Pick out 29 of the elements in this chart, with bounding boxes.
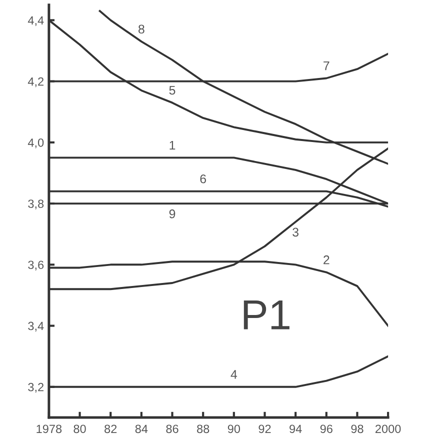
annotation: P1 xyxy=(244,300,290,330)
y-tick-label: 4,4 xyxy=(28,16,44,26)
x-tick-label: 2000 xyxy=(376,424,401,434)
x-tick-label: 96 xyxy=(320,424,332,434)
annotation: 4 xyxy=(230,370,238,379)
y-tick-label: 4,2 xyxy=(28,77,44,88)
x-tick-label: 98 xyxy=(351,424,364,434)
y-tick-label: 3,2 xyxy=(28,382,44,393)
x-tick-label: 1978 xyxy=(36,424,62,434)
annotation: 2 xyxy=(324,255,330,264)
annotation: 8 xyxy=(138,24,144,34)
annotation: 9 xyxy=(169,209,176,218)
y-tick-label: 3,8 xyxy=(28,200,44,210)
annotation: 6 xyxy=(200,174,206,184)
x-tick-label: 82 xyxy=(104,424,117,434)
y-tick-label: 3,4 xyxy=(28,322,44,332)
x-tick-label: 80 xyxy=(74,424,86,434)
x-tick-label: 88 xyxy=(197,424,210,434)
x-tick-label: 94 xyxy=(290,424,302,434)
x-tick-label: 92 xyxy=(258,424,271,434)
y-tick-label: 3,6 xyxy=(28,260,44,270)
y-tick-label: 4,0 xyxy=(28,138,44,148)
annotation: 7 xyxy=(324,62,330,70)
annotation: 1 xyxy=(170,140,176,150)
x-tick-label: 90 xyxy=(228,424,240,434)
x-tick-label: 84 xyxy=(135,424,148,434)
x-tick-label: 86 xyxy=(166,424,178,434)
annotation: 5 xyxy=(169,86,176,95)
annotation: 3 xyxy=(292,228,298,237)
